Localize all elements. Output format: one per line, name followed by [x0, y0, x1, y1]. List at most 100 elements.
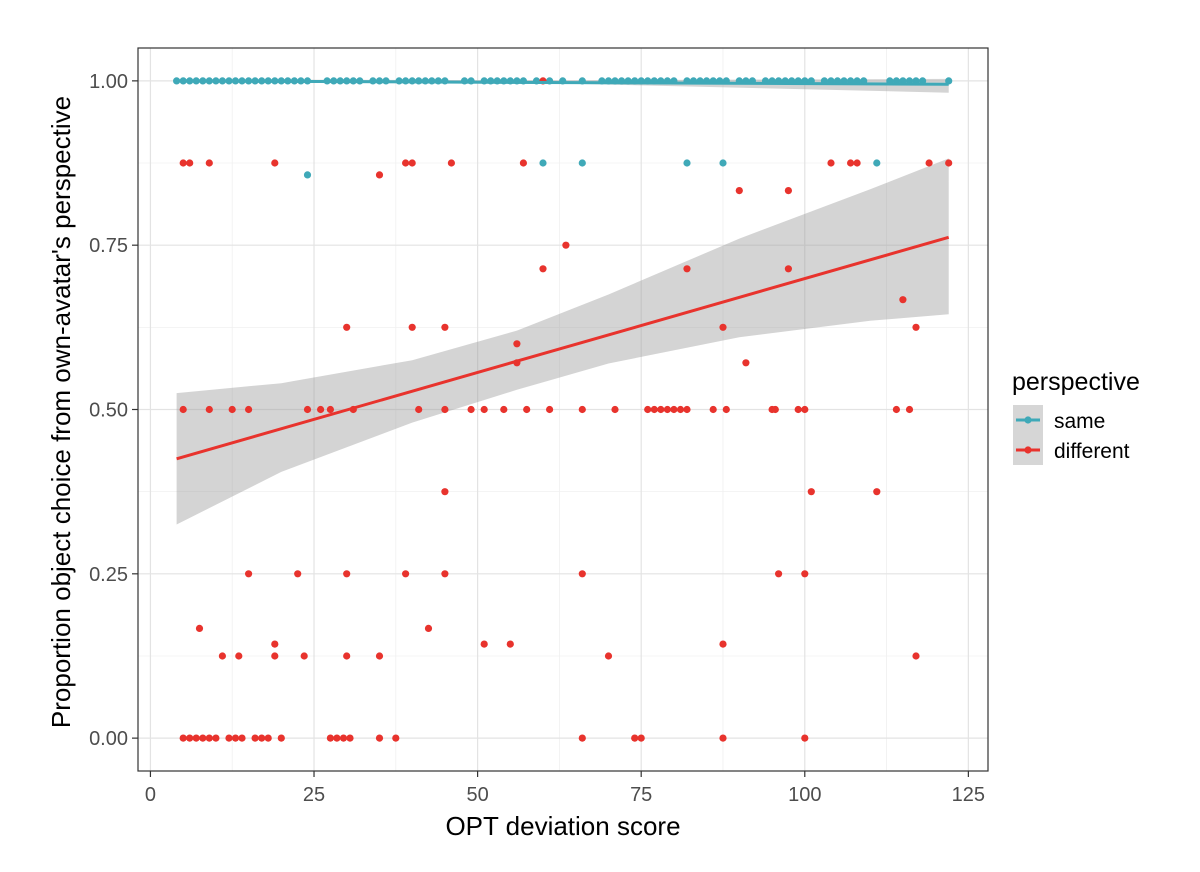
- x-tick-label: 100: [788, 784, 821, 806]
- point-different: [480, 640, 488, 648]
- point-same: [578, 159, 586, 167]
- point-different: [925, 159, 933, 167]
- point-different: [827, 159, 835, 167]
- point-different: [709, 405, 717, 414]
- point-different: [277, 734, 285, 742]
- y-tick-label: 0.75: [89, 235, 128, 257]
- point-different: [683, 405, 691, 414]
- point-different: [205, 734, 213, 742]
- point-different: [441, 323, 449, 331]
- point-different: [611, 405, 619, 414]
- x-tick-label: 50: [466, 784, 488, 806]
- point-different: [303, 405, 312, 414]
- point-different: [719, 640, 727, 648]
- point-different: [199, 734, 207, 742]
- point-different: [945, 159, 953, 167]
- confidence-band-different: [176, 158, 949, 525]
- point-different: [784, 187, 793, 195]
- point-different: [519, 159, 528, 167]
- point-different: [873, 488, 881, 496]
- point-different: [317, 405, 325, 414]
- point-different: [339, 734, 348, 742]
- point-different: [562, 241, 570, 249]
- point-different: [300, 652, 308, 660]
- legend-title: perspective: [1012, 368, 1140, 396]
- point-different: [637, 734, 645, 742]
- legend: perspective same different: [1012, 368, 1140, 465]
- point-different: [195, 624, 204, 633]
- point-different: [424, 624, 433, 633]
- point-different: [500, 405, 508, 414]
- point-different: [847, 159, 855, 167]
- point-different: [343, 652, 351, 660]
- point-different: [343, 323, 351, 331]
- point-different: [408, 159, 416, 167]
- point-different: [212, 734, 220, 742]
- point-same: [873, 159, 881, 167]
- y-tick-label: 0.25: [89, 564, 128, 586]
- point-different: [663, 405, 672, 414]
- point-different: [333, 734, 341, 742]
- point-different: [644, 405, 652, 414]
- point-different: [670, 405, 678, 414]
- point-different: [402, 159, 410, 167]
- fit-lines: [176, 79, 950, 461]
- point-different: [179, 734, 187, 742]
- point-different: [238, 734, 246, 742]
- legend-key-point-different: [1024, 446, 1032, 454]
- point-different: [205, 405, 213, 414]
- point-different: [245, 405, 253, 414]
- point-same: [683, 159, 691, 167]
- point-different: [480, 405, 488, 414]
- x-tick-label: 125: [952, 784, 985, 806]
- point-different: [264, 734, 272, 742]
- point-different: [523, 405, 531, 414]
- x-axis-title: OPT deviation score: [445, 811, 680, 841]
- point-different: [326, 734, 334, 742]
- point-different: [245, 570, 253, 578]
- point-different: [801, 570, 809, 578]
- point-different: [578, 734, 586, 742]
- legend-key-point-same: [1024, 416, 1032, 424]
- minor-gridlines: [138, 48, 988, 771]
- y-axis-title: Proportion object choice from own-avatar…: [46, 96, 76, 728]
- point-different: [294, 570, 302, 578]
- point-different: [375, 652, 384, 660]
- fit-line-different: [176, 235, 950, 461]
- point-different: [192, 734, 200, 742]
- point-different: [231, 734, 240, 742]
- point-different: [258, 734, 266, 742]
- point-different: [186, 734, 194, 742]
- point-different: [441, 570, 449, 578]
- point-different: [218, 652, 226, 660]
- point-different: [513, 340, 521, 348]
- point-different: [441, 405, 449, 414]
- point-different: [447, 159, 455, 167]
- y-axis-ticks: 0.00 0.25 0.50 0.75 1.00: [89, 71, 138, 750]
- point-different: [676, 405, 685, 414]
- point-different: [408, 323, 416, 331]
- point-different: [905, 405, 914, 414]
- point-different: [912, 652, 920, 660]
- y-tick-label: 1.00: [89, 71, 128, 93]
- point-different: [735, 187, 743, 195]
- point-different: [742, 359, 750, 367]
- point-different: [225, 734, 233, 742]
- point-different: [467, 405, 475, 414]
- point-different: [722, 405, 730, 414]
- point-different: [228, 405, 236, 414]
- point-different: [271, 652, 279, 660]
- point-same: [539, 159, 547, 167]
- point-different: [235, 652, 243, 660]
- legend-label-same: same: [1054, 410, 1105, 433]
- point-different: [631, 734, 639, 742]
- point-different: [375, 734, 384, 742]
- x-axis-ticks: 0 25 50 75 100 125: [145, 771, 985, 806]
- legend-entry-different: different: [1013, 435, 1130, 465]
- point-different: [784, 265, 793, 273]
- y-tick-label: 0.50: [89, 400, 128, 422]
- point-different: [179, 405, 187, 414]
- point-different: [539, 265, 547, 273]
- point-different: [657, 405, 665, 414]
- point-different: [719, 323, 727, 331]
